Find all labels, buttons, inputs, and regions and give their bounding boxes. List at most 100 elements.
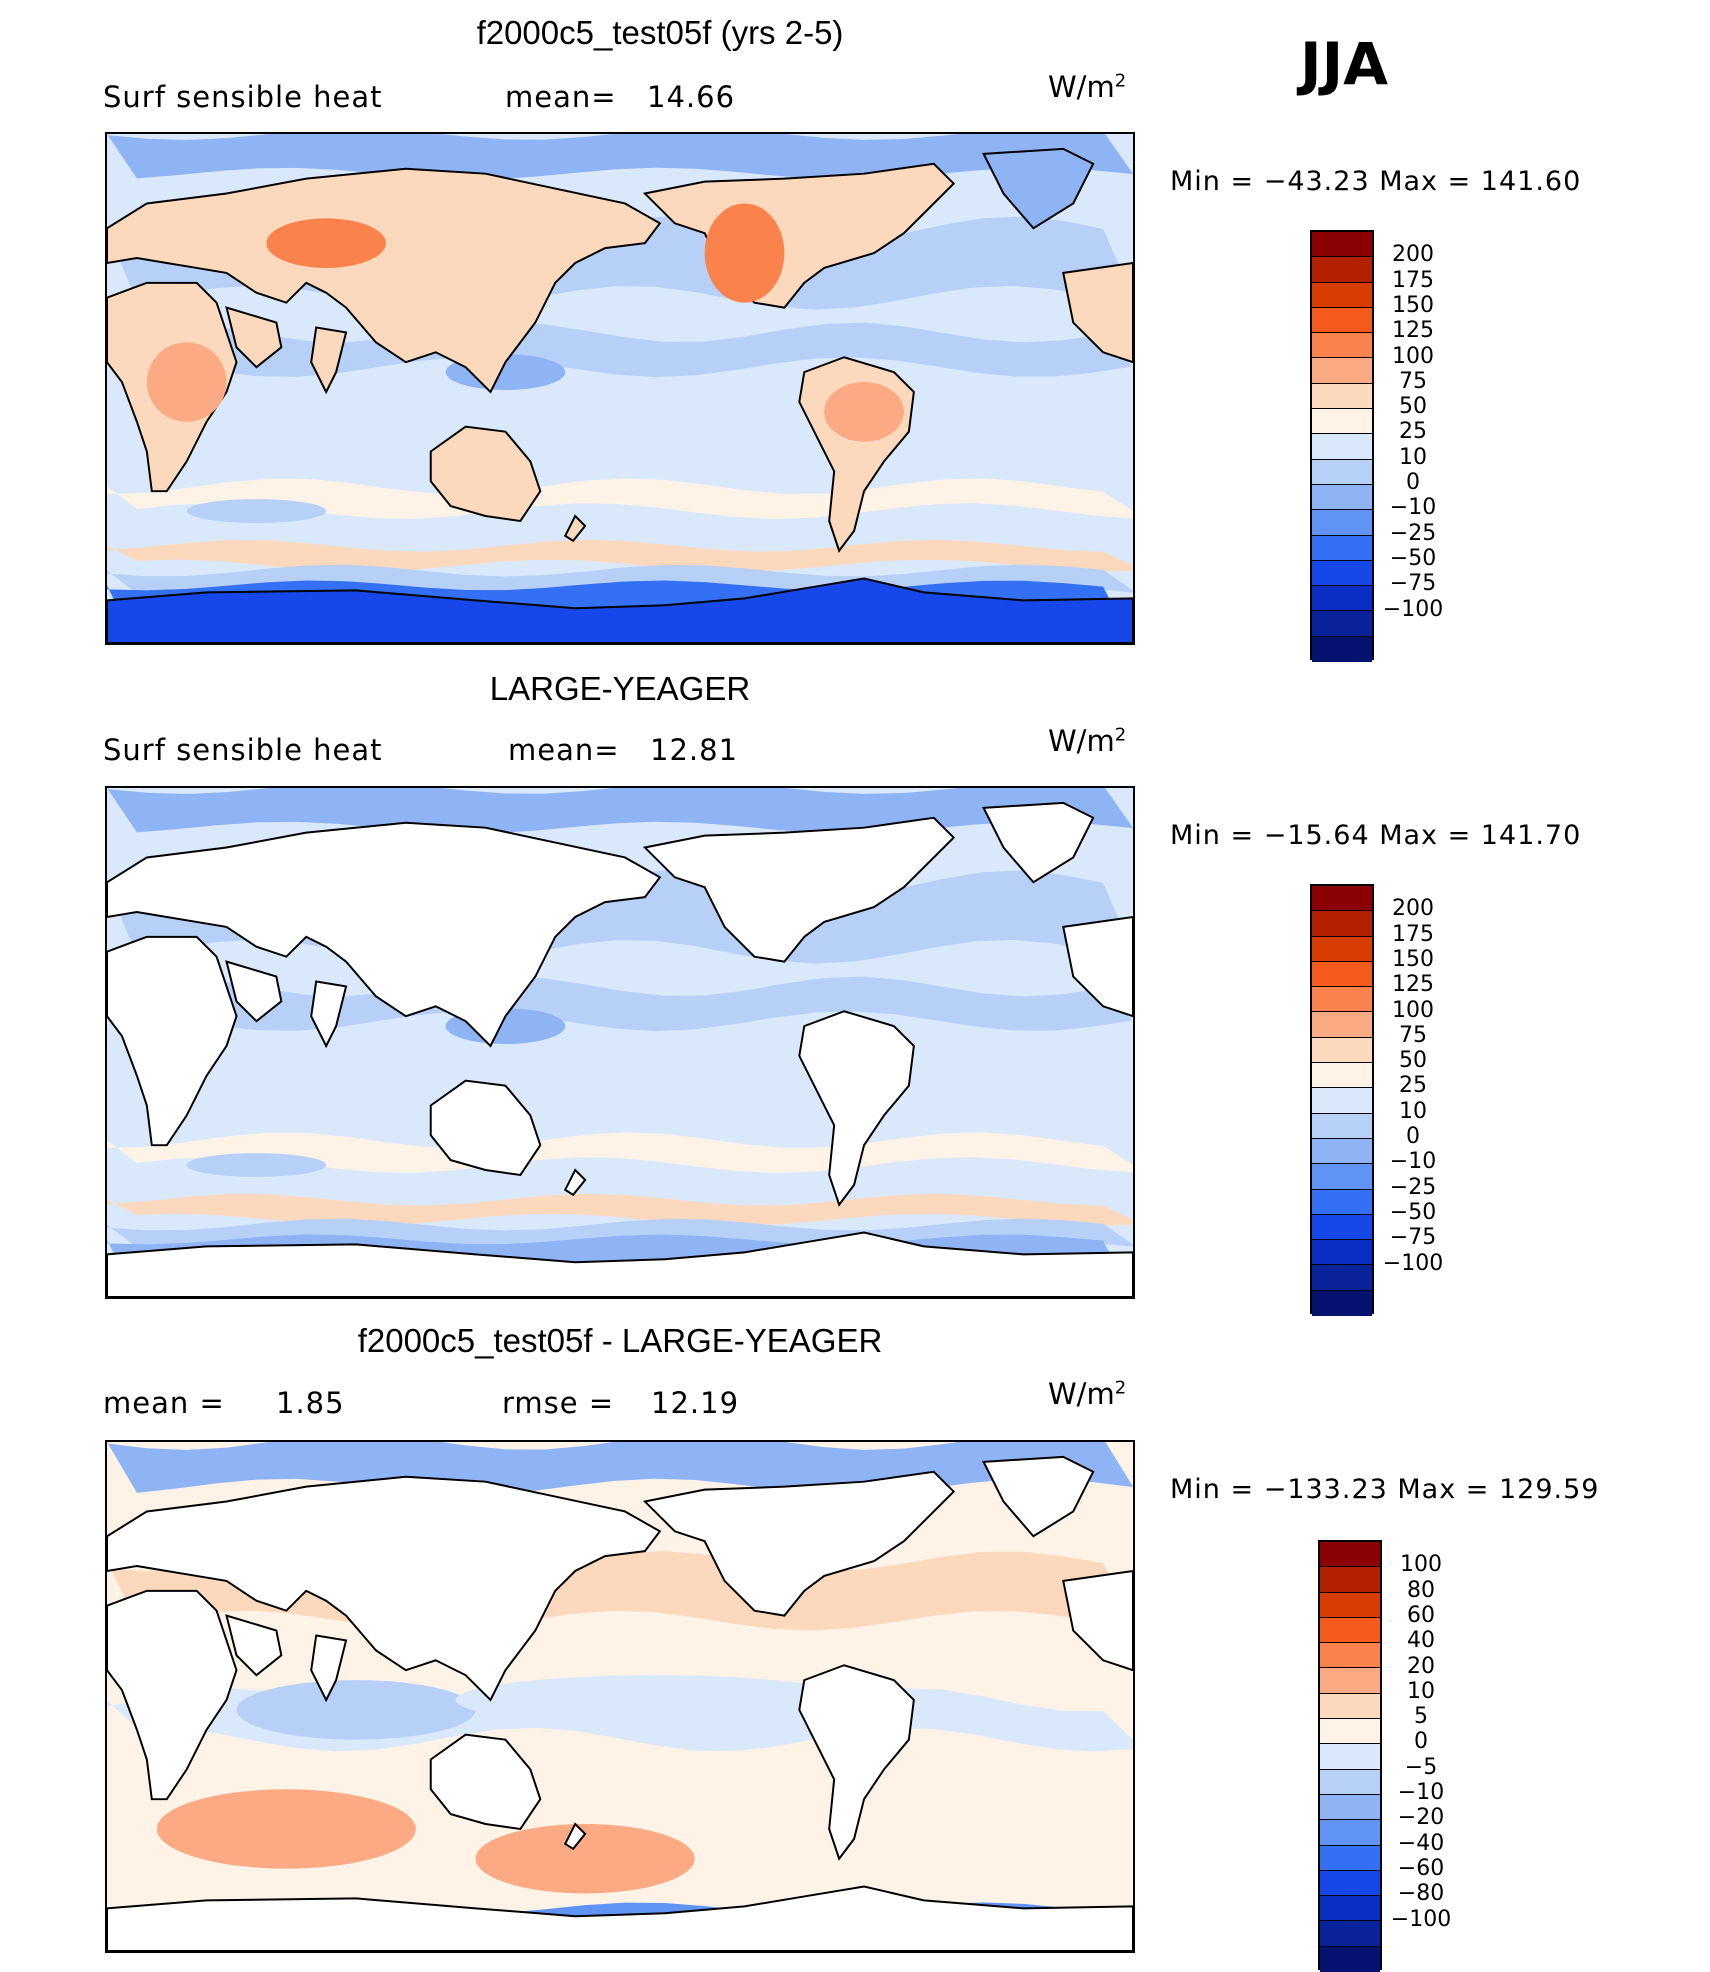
colorbar-tick-label: −100 (1382, 596, 1444, 622)
colorbar-box (1312, 560, 1372, 587)
colorbar-box (1312, 1214, 1372, 1241)
colorbar-box (1320, 1668, 1380, 1694)
field-contour (236, 1680, 476, 1740)
field-contour (107, 539, 1133, 572)
world-map (107, 788, 1133, 1297)
colorbar-tick-label: 20 (1407, 1653, 1435, 1679)
panel-title: f2000c5_test05f (yrs 2-5) (476, 14, 844, 51)
world-map (107, 1442, 1133, 1951)
colorbar-tick-label: 0 (1406, 1124, 1420, 1149)
field-contour (156, 1789, 416, 1869)
coastline-africa (107, 935, 238, 1147)
colorbar-box (1312, 936, 1372, 962)
colorbar-tick-label: 0 (1406, 470, 1420, 495)
units-label: W/m2 (1048, 70, 1127, 104)
field-contour (475, 1823, 695, 1894)
colorbar-box (1320, 1820, 1380, 1846)
mean-label: mean= (505, 80, 617, 114)
colorbar-box (1312, 1164, 1372, 1190)
colorbar-tick-label: −100 (1382, 1250, 1444, 1276)
colorbar-3 (1318, 1540, 1382, 1972)
colorbar-box (1312, 257, 1372, 283)
colorbar-box (1312, 510, 1372, 536)
colorbar-box (1312, 1088, 1372, 1114)
colorbar-tick-label: 50 (1399, 1048, 1427, 1074)
field-contour (266, 218, 386, 268)
colorbar-tick-label: −5 (1404, 1754, 1438, 1780)
colorbar-box (1320, 1870, 1380, 1897)
coastline-eurasia (107, 821, 662, 1048)
colorbar-box (1320, 1542, 1380, 1568)
colorbar-box (1320, 1643, 1380, 1669)
coastline-greenland (982, 801, 1095, 884)
colorbar-box (1320, 1592, 1380, 1618)
coastline-eurasia (107, 167, 662, 394)
colorbar-box (1312, 1265, 1372, 1291)
colorbar-tick-label: −10 (1397, 1780, 1445, 1805)
colorbar-tick-label: −50 (1389, 1199, 1437, 1225)
colorbar-box (1312, 383, 1372, 410)
colorbar-box (1312, 1012, 1372, 1038)
coastline-samerica (798, 1010, 915, 1207)
colorbar-tick-label: 25 (1399, 419, 1427, 445)
field-contour (107, 478, 1133, 519)
field-label: Surf sensible heat (103, 80, 383, 114)
coastline-namerica (642, 1470, 956, 1617)
colorbar-tick-label: 125 (1392, 972, 1434, 998)
colorbar-tick-label: −10 (1389, 495, 1437, 521)
colorbar-tick-label: −10 (1389, 1149, 1437, 1175)
colorbar-box (1312, 1063, 1372, 1089)
colorbar-box (1312, 1189, 1372, 1215)
colorbar-tick-label: 0 (1414, 1729, 1428, 1755)
colorbar-box (1312, 1037, 1372, 1064)
colorbar-tick-label: −75 (1389, 571, 1437, 597)
colorbar-tick-label: 75 (1399, 1022, 1427, 1048)
coastline-india (310, 980, 348, 1049)
colorbar-tick-label: 200 (1392, 896, 1434, 922)
colorbar-tick-label: 5 (1414, 1704, 1428, 1730)
coastline-nafr2 (1062, 1569, 1133, 1672)
colorbar-box (1312, 282, 1372, 308)
colorbar-box (1312, 586, 1372, 612)
colorbar-box (1312, 1290, 1372, 1317)
colorbar-box (1312, 459, 1372, 485)
colorbar-box (1320, 1921, 1380, 1947)
colorbar-tick-label: 50 (1399, 394, 1427, 420)
colorbar-box (1312, 636, 1372, 663)
colorbar-box (1320, 1719, 1380, 1745)
season-label: JJA (1300, 30, 1389, 98)
colorbar-tick-label: 200 (1392, 242, 1434, 268)
colorbar-tick-label: 100 (1392, 997, 1434, 1023)
colorbar-tick-label: 60 (1407, 1602, 1435, 1628)
coastline-greenland (982, 147, 1095, 230)
colorbar-tick-label: −60 (1397, 1855, 1445, 1881)
colorbar-box (1320, 1567, 1380, 1593)
coastline-india (310, 326, 348, 395)
colorbar-tick-label: 75 (1399, 368, 1427, 394)
mean-value: 1.85 (276, 1386, 345, 1420)
min-max-label: Min = −43.23 Max = 141.60 (1170, 166, 1582, 197)
colorbar-tick-label: 150 (1392, 946, 1434, 972)
colorbar-box (1320, 1946, 1380, 1972)
colorbar-box (1312, 1138, 1372, 1165)
colorbar-box (1320, 1794, 1380, 1821)
colorbar-box (1312, 333, 1372, 359)
colorbar-box (1312, 434, 1372, 460)
field-contour (107, 134, 1133, 180)
coastline-namerica (642, 816, 956, 963)
colorbar-tick-label: −80 (1397, 1881, 1445, 1907)
colorbar-box (1312, 358, 1372, 384)
units-label: W/m2 (1048, 724, 1127, 758)
panel-title: f2000c5_test05f - LARGE-YEAGER (357, 1322, 883, 1359)
colorbar-box (1312, 535, 1372, 561)
field-contour (107, 976, 1133, 1032)
colorbar-box (1320, 1845, 1380, 1871)
field-contour (186, 1153, 327, 1177)
coastline-samerica (798, 1664, 915, 1861)
colorbar-box (1312, 886, 1372, 912)
colorbar-tick-label: −25 (1389, 1174, 1437, 1200)
coastline-arabia (225, 1614, 283, 1677)
coastline-nafr2 (1062, 261, 1133, 364)
coastline-nz (563, 1168, 587, 1197)
colorbar-box (1312, 307, 1372, 334)
